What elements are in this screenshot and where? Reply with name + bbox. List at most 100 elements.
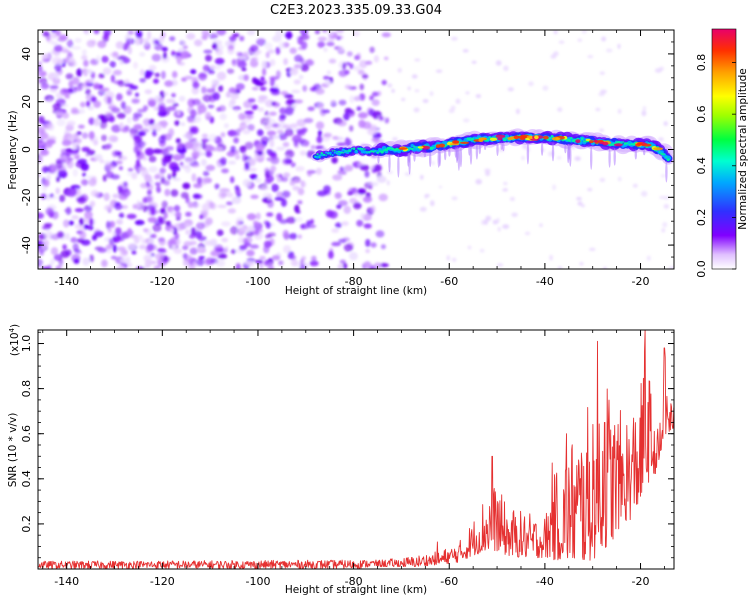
noise-blob [233,137,240,144]
noise-blob [54,63,62,72]
noise-blob [153,122,162,132]
noise-blob [162,52,167,59]
noise-blob [552,184,556,191]
noise-blob [257,107,265,112]
noise-blob [143,254,152,262]
trace-blob [391,147,395,151]
noise-blob [135,92,139,97]
noise-blob [338,99,347,106]
trace-blob [398,149,401,151]
noise-blob [154,72,160,78]
noise-blob [255,82,265,87]
noise-blob [118,166,123,171]
noise-blob [260,76,265,81]
noise-blob [156,248,166,252]
noise-blob [60,155,68,160]
noise-blob [77,196,86,205]
noise-blob [62,219,70,228]
noise-blob [117,185,123,192]
x-tick-label: -100 [245,275,270,288]
noise-blob [83,59,89,67]
trace-streak [564,144,567,154]
noise-blob [133,134,141,141]
noise-blob [255,259,263,264]
noise-blob [314,30,320,35]
noise-blob [82,172,87,177]
trace-streak [437,150,440,168]
noise-blob [192,202,201,208]
noise-blob [125,38,136,45]
noise-blob [267,232,276,237]
noise-blob [349,95,355,104]
noise-blob [587,55,594,59]
noise-blob [205,164,216,171]
noise-blob [184,157,194,165]
noise-blob [185,254,193,263]
noise-blob [196,258,205,266]
noise-blob [349,252,358,261]
y-tick-label: 1.0 [20,335,33,353]
noise-blob [38,212,45,219]
noise-blob [158,135,166,144]
noise-blob [286,98,296,105]
noise-blob [259,255,266,261]
noise-blob [85,69,93,74]
noise-blob [74,37,82,43]
spectrogram-signal-trace [310,128,674,183]
noise-blob [77,138,82,144]
noise-blob [337,169,347,176]
noise-blob [239,35,245,42]
noise-blob [172,170,177,179]
noise-blob [97,40,107,49]
noise-blob [279,107,287,114]
trace-blob [665,156,668,159]
snr-x-axis-label: Height of straight line (km) [285,584,427,596]
noise-blob [55,187,60,195]
noise-blob [171,70,178,79]
noise-blob [169,228,175,233]
noise-blob [86,100,91,108]
noise-blob [73,258,80,265]
noise-blob [216,146,222,152]
noise-blob [94,230,104,238]
noise-blob [117,80,125,87]
noise-blob [288,70,296,76]
noise-blob [41,166,50,173]
noise-blob [120,257,130,264]
noise-blob [503,181,508,186]
noise-blob [144,259,152,268]
noise-blob [381,79,387,86]
noise-blob [603,266,607,269]
noise-blob [153,78,159,84]
noise-blob [129,85,139,90]
noise-blob [463,118,470,123]
noise-blob [589,247,596,251]
noise-blob [574,156,581,162]
noise-blob [209,240,217,247]
noise-blob [503,65,509,72]
noise-blob [127,30,134,36]
noise-blob [219,157,227,166]
noise-blob [260,185,270,191]
noise-blob [242,130,251,135]
trace-blob [327,152,329,155]
noise-blob [192,193,201,199]
noise-blob [210,250,221,257]
noise-blob [210,257,219,264]
noise-blob [502,224,510,229]
noise-blob [64,208,72,213]
noise-blob [227,208,236,214]
noise-blob [276,146,286,151]
noise-blob [66,150,72,157]
noise-blob [228,101,235,109]
y-tick-label: 0.8 [20,380,33,398]
noise-blob [187,201,194,208]
noise-blob [361,74,369,79]
noise-blob [194,39,203,47]
x-tick-label: -120 [150,275,175,288]
trace-blob [376,151,379,154]
noise-blob [65,148,73,153]
noise-blob [78,124,85,129]
noise-blob [110,174,120,180]
noise-blob [332,174,343,181]
